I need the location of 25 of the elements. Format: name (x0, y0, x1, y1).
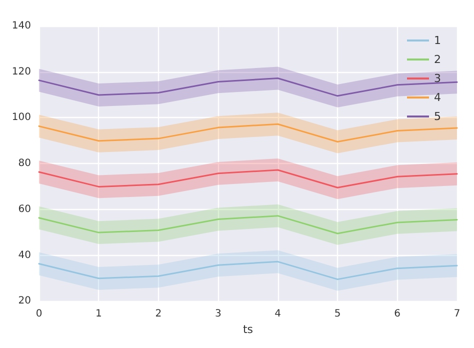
legend-label: 2 (434, 53, 441, 66)
line-series (38, 215, 458, 234)
line-series (38, 123, 458, 143)
legend-label: 1 (434, 34, 441, 47)
x-tick-label: 2 (155, 308, 162, 320)
y-tick-label: 20 (18, 296, 31, 307)
x-tick-label: 5 (334, 308, 341, 320)
y-tick-label: 120 (12, 66, 31, 78)
legend-label: 3 (434, 72, 441, 85)
y-tick-label: 40 (18, 250, 31, 261)
x-axis-title: ts (242, 323, 254, 336)
y-tick-label: 80 (18, 158, 31, 170)
x-tick-label: 4 (274, 308, 282, 320)
y-tick-label: 60 (18, 204, 31, 215)
x-tick-label: 6 (394, 308, 400, 320)
y-tick-label: 140 (12, 20, 31, 32)
legend-label: 5 (434, 110, 441, 123)
line-series (38, 260, 458, 280)
x-tick-label: 3 (214, 308, 222, 320)
legend-label: 4 (434, 91, 441, 104)
x-tick-label: 0 (36, 308, 42, 320)
x-tick-label: 1 (96, 308, 102, 320)
y-tick-label: 100 (12, 112, 31, 124)
line-series (38, 169, 458, 188)
x-tick-label: 7 (454, 308, 460, 320)
